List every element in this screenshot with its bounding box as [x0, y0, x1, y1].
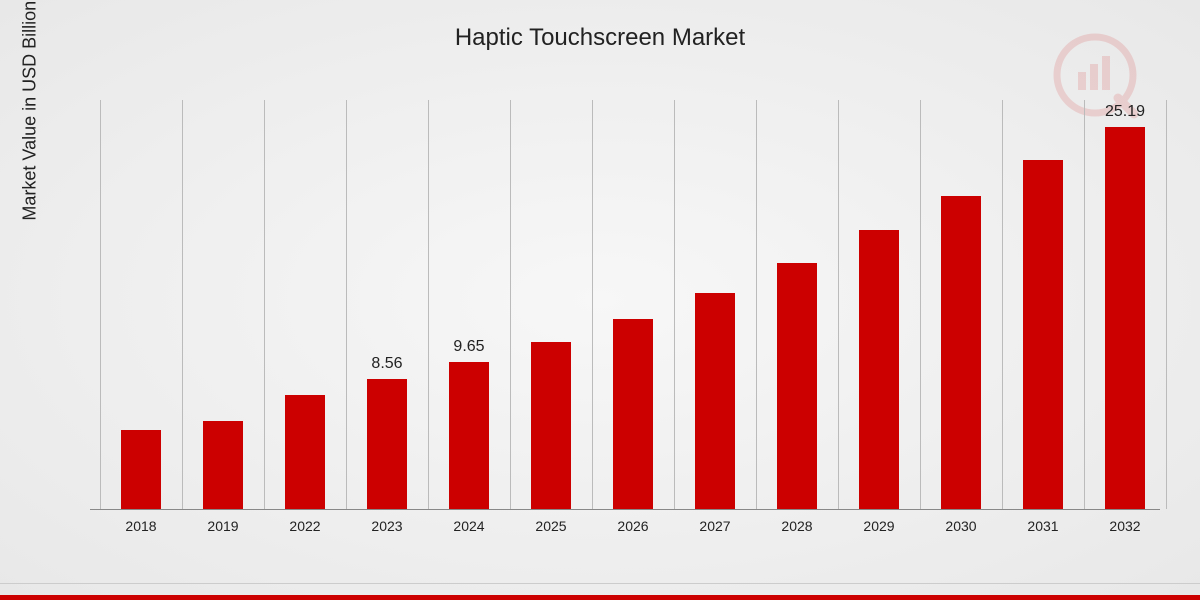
bar [449, 362, 489, 509]
bar [859, 230, 899, 509]
bar [613, 319, 653, 509]
grid-line [920, 100, 921, 509]
bar [1023, 160, 1063, 509]
footer-accent-bar [0, 595, 1200, 600]
x-tick-label: 2025 [535, 518, 566, 534]
bar-value-label: 8.56 [371, 355, 402, 373]
grid-line [182, 100, 183, 509]
x-tick-label: 2024 [453, 518, 484, 534]
grid-line [838, 100, 839, 509]
grid-line [1166, 100, 1167, 509]
bar [367, 379, 407, 509]
grid-line [756, 100, 757, 509]
x-tick-label: 2030 [945, 518, 976, 534]
x-tick-label: 2027 [699, 518, 730, 534]
x-tick-label: 2032 [1109, 518, 1140, 534]
x-tick-label: 2029 [863, 518, 894, 534]
x-tick-label: 2023 [371, 518, 402, 534]
plot-region: 2018201920222023202420252026202720282029… [90, 100, 1160, 510]
x-tick-label: 2026 [617, 518, 648, 534]
grid-line [592, 100, 593, 509]
grid-line [264, 100, 265, 509]
chart-area: Market Value in USD Billion 201820192022… [40, 100, 1160, 540]
x-tick-label: 2031 [1027, 518, 1058, 534]
grid-line [100, 100, 101, 509]
x-tick-label: 2018 [125, 518, 156, 534]
bar [121, 430, 161, 509]
grid-line [1084, 100, 1085, 509]
x-tick-label: 2019 [207, 518, 238, 534]
chart-title: Haptic Touchscreen Market [0, 0, 1200, 52]
bar [285, 395, 325, 509]
bar [777, 263, 817, 509]
x-tick-label: 2022 [289, 518, 320, 534]
grid-line [1002, 100, 1003, 509]
grid-line [510, 100, 511, 509]
grid-line [428, 100, 429, 509]
bar [531, 342, 571, 509]
bar [695, 293, 735, 509]
grid-line [346, 100, 347, 509]
bar-value-label: 25.19 [1105, 103, 1145, 121]
bar [203, 421, 243, 509]
x-tick-label: 2028 [781, 518, 812, 534]
bar [1105, 127, 1145, 510]
grid-line [674, 100, 675, 509]
bar-value-label: 9.65 [453, 338, 484, 356]
bar [941, 196, 981, 509]
y-axis-label: Market Value in USD Billion [20, 1, 41, 221]
